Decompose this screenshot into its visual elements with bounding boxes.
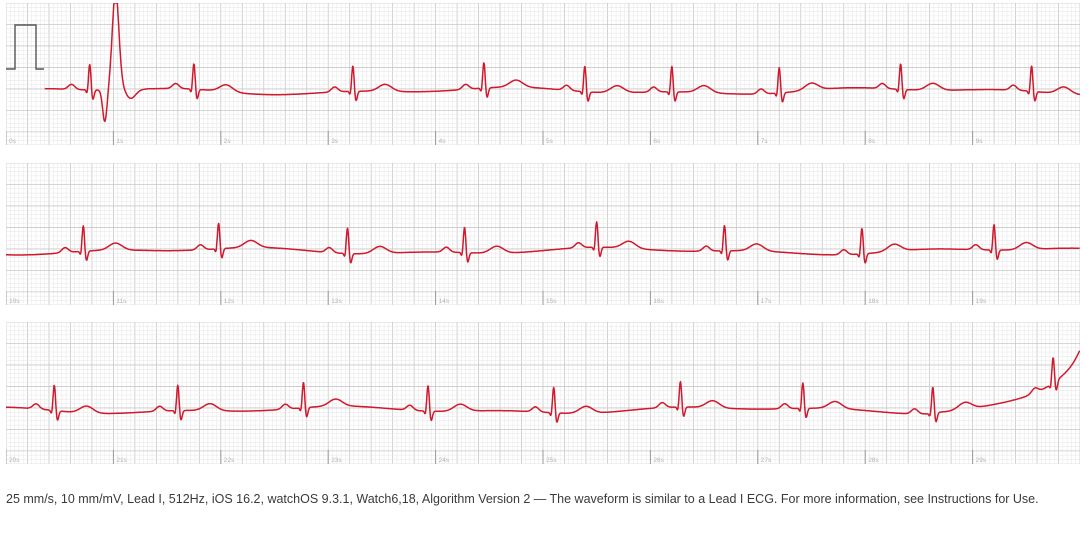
tick-label: 28s [868,457,879,464]
tick-label: 1s [116,138,124,145]
tick-label: 27s [761,457,772,464]
tick-label: 18s [868,298,879,305]
tick-label: 25s [546,457,557,464]
tick-label: 20s [9,457,20,464]
tick-label: 2s [224,138,232,145]
calibration-pulse [6,24,44,70]
tick-label: 6s [653,138,661,145]
ecg-strip-2-svg: 10s 11s 12s 13s 14s 15s 16s 17s 18s 19s [6,163,1080,305]
ecg-strip-3-svg: 20s 21s 22s 23s 24s 25s 26s 27s 28s 29s [6,322,1080,464]
tick-label: 29s [976,457,987,464]
tick-label: 14s [439,298,450,305]
tick-label: 19s [976,298,987,305]
tick-label: 23s [331,457,342,464]
ecg-strip-1-svg: 0s 1s 2s 3s 4s 5s 6s 7s 8s 9s [6,3,1080,145]
tick-label: 24s [439,457,450,464]
tick-label: 15s [546,298,557,305]
tick-label: 12s [224,298,235,305]
tick-label: 16s [653,298,664,305]
tick-label: 3s [331,138,339,145]
tick-label: 7s [761,138,769,145]
ecg-strip-1: 0s 1s 2s 3s 4s 5s 6s 7s 8s 9s [6,3,1080,145]
tick-label: 4s [439,138,447,145]
ecg-trace [6,221,1080,264]
tick-label: 13s [331,298,342,305]
tick-label: 0s [9,138,17,145]
ecg-strip-3: 20s 21s 22s 23s 24s 25s 26s 27s 28s 29s [6,322,1080,464]
tick-label: 11s [116,298,127,305]
ecg-grid [6,322,1080,464]
tick-label: 10s [9,298,20,305]
tick-label: 26s [653,457,664,464]
recording-info: 25 mm/s, 10 mm/mV, Lead I, 512Hz, iOS 16… [6,492,1039,506]
tick-label: 9s [976,138,984,145]
ecg-strip-2: 10s 11s 12s 13s 14s 15s 16s 17s 18s 19s [6,163,1080,305]
ecg-grid [6,3,1080,145]
ecg-trace [6,350,1080,423]
tick-label: 21s [116,457,127,464]
tick-label: 5s [546,138,554,145]
tick-label: 22s [224,457,235,464]
ecg-trace [44,3,1080,123]
tick-label: 17s [761,298,772,305]
ecg-grid [6,163,1080,305]
tick-label: 8s [868,138,876,145]
